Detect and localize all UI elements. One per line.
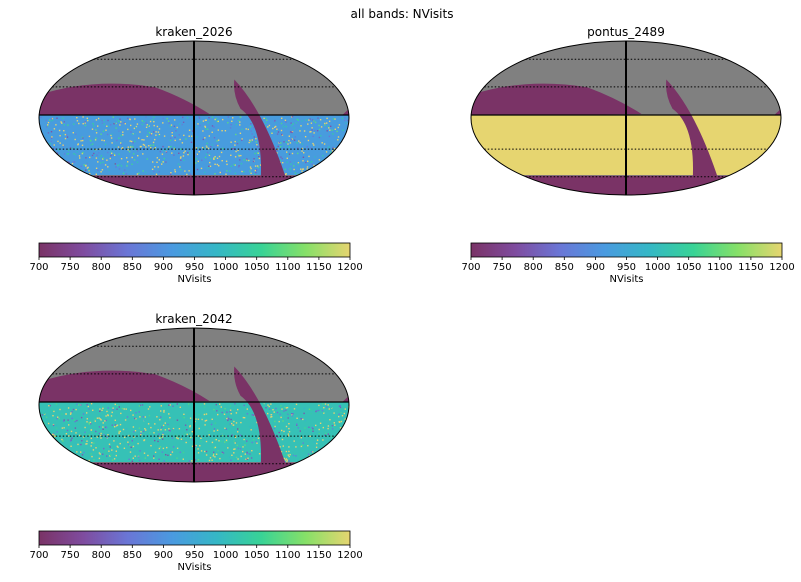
- colorbar-tick-label: 1100: [275, 262, 300, 273]
- colorbar-tick-label: 950: [617, 262, 636, 273]
- low-coverage-north-east: [341, 108, 349, 116]
- colorbar: 700 750 800 850 900 950 1000 1050 1100 1150 1200 NV…: [461, 242, 795, 285]
- map-outline: [38, 40, 350, 196]
- colorbar-tick-label: 1000: [645, 262, 670, 273]
- map-panel-2: pontus_2489 700 750 800 850 900 950 1000 1050 110…: [461, 25, 794, 285]
- colorbar-label: NVisits: [610, 274, 644, 285]
- colorbar-tick-label: 850: [123, 550, 142, 561]
- colorbar-tick-label: 700: [29, 550, 48, 561]
- colorbar-tick-label: 1050: [244, 550, 269, 561]
- colorbar-tick-label: 1000: [213, 262, 238, 273]
- colorbar-tick-label: 1200: [337, 262, 362, 273]
- colorbar-tick-label: 1100: [275, 550, 300, 561]
- map-title: kraken_2042: [155, 312, 232, 326]
- colorbar-tick-label: 1150: [306, 550, 331, 561]
- colorbar-tick-label: 700: [29, 262, 48, 273]
- colorbar-tick-label: 1150: [306, 262, 331, 273]
- low-coverage-north: [39, 370, 210, 403]
- figure-suptitle: all bands: NVisits: [351, 7, 454, 21]
- colorbar-tick-label: 800: [524, 262, 543, 273]
- colorbar-tick-label: 750: [61, 550, 80, 561]
- galactic-plane-band: [666, 79, 719, 182]
- low-coverage-north-east: [341, 395, 349, 403]
- colorbar: 700 750 800 850 900 950 1000 1050 1100 1150 1200 NV…: [29, 242, 363, 285]
- speckle-pixels: [39, 116, 349, 176]
- low-coverage-north: [39, 83, 210, 116]
- colorbar-tick-label: 800: [92, 262, 111, 273]
- galactic-plane-band: [234, 366, 287, 469]
- colorbar-tick-label: 900: [154, 262, 173, 273]
- map-title: pontus_2489: [587, 25, 665, 39]
- colorbar-tick-label: 850: [123, 262, 142, 273]
- colorbar-tick-label: 1000: [213, 550, 238, 561]
- colorbar-tick-label: 1200: [769, 262, 794, 273]
- colorbar-tick-label: 900: [154, 550, 173, 561]
- low-coverage-north: [471, 83, 642, 116]
- colorbar-tick-label: 800: [92, 550, 111, 561]
- colorbar: 700 750 800 850 900 950 1000 1050 1100 1150 1200 NV…: [29, 530, 363, 573]
- colorbar-tick-label: 750: [61, 262, 80, 273]
- colorbar-label: NVisits: [178, 274, 212, 285]
- map-panel-1: kraken_2026 700 750 800 850 900 950 1000 1050 110…: [29, 25, 362, 285]
- colorbar-tick-label: 1050: [244, 262, 269, 273]
- colorbar-tick-label: 950: [185, 262, 204, 273]
- map-panel-3: kraken_2042 700 750 800 850 900 950 1000 1050 110…: [29, 312, 362, 573]
- colorbar-tick-label: 1150: [738, 262, 763, 273]
- colorbar-tick-label: 750: [493, 262, 512, 273]
- low-coverage-north-east: [773, 108, 781, 116]
- colorbar-tick-label: 1050: [676, 262, 701, 273]
- colorbar-tick-label: 1100: [707, 262, 732, 273]
- galactic-plane-band: [234, 79, 287, 182]
- colorbar-tick-label: 1200: [337, 550, 362, 561]
- colorbar-tick-label: 850: [555, 262, 574, 273]
- colorbar-tick-label: 950: [185, 550, 204, 561]
- map-outline: [38, 327, 350, 483]
- map-panels: kraken_2026 700 750 800 850 900 950 1000 1050 110…: [29, 25, 794, 573]
- map-title: kraken_2026: [155, 25, 232, 39]
- colorbar-tick-label: 700: [461, 262, 480, 273]
- colorbar-label: NVisits: [178, 562, 212, 573]
- map-outline: [470, 40, 782, 196]
- colorbar-tick-label: 900: [586, 262, 605, 273]
